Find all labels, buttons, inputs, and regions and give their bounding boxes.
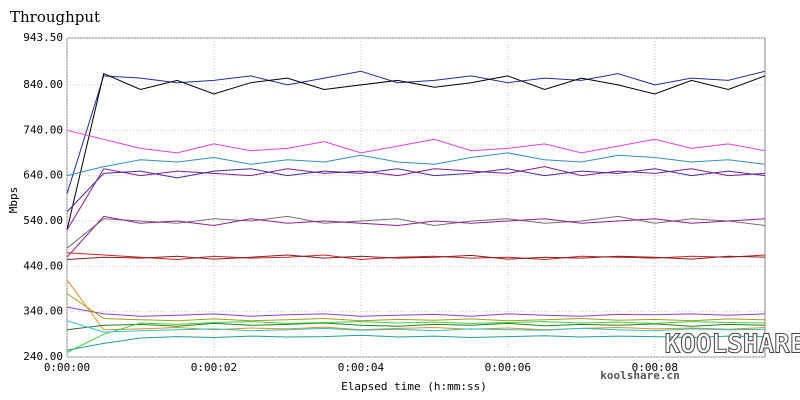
series-line xyxy=(66,321,766,353)
y-tick-label: 740.00 xyxy=(23,123,63,136)
series-line xyxy=(66,293,766,322)
series-line xyxy=(66,152,766,177)
x-tick-label: 0:00:00 xyxy=(44,361,90,374)
y-tick-label: 540.00 xyxy=(23,214,63,227)
series-line xyxy=(66,168,766,213)
y-tick-label: 440.00 xyxy=(23,259,63,272)
y-tick-label: 340.00 xyxy=(23,305,63,318)
chart-title: Throughput xyxy=(10,8,100,26)
series-line xyxy=(66,322,766,331)
x-tick-label: 0:00:08 xyxy=(632,361,678,374)
x-tick-label: 0:00:02 xyxy=(191,361,237,374)
x-axis-label: Elapsed time (h:mm:ss) xyxy=(341,380,487,393)
y-axis-label: Mbps xyxy=(7,187,20,214)
y-tick-label: 640.00 xyxy=(23,169,63,182)
series-line xyxy=(66,215,766,258)
series-line xyxy=(66,279,766,331)
series-line xyxy=(66,72,766,231)
series-line xyxy=(66,215,766,249)
series-line xyxy=(66,320,766,333)
series-line xyxy=(66,334,766,351)
series-line xyxy=(66,129,766,154)
series-line xyxy=(66,254,766,260)
watermark-logo: KOOLSHARE xyxy=(665,330,800,360)
x-tick-label: 0:00:06 xyxy=(485,361,531,374)
series-line xyxy=(66,252,766,261)
x-tick-label: 0:00:04 xyxy=(338,361,385,374)
y-tick-label: 943.50 xyxy=(23,31,63,44)
series-line xyxy=(66,306,766,317)
y-tick-label: 240.00 xyxy=(23,350,63,363)
watermark-url: koolshare.cn xyxy=(600,369,679,382)
y-tick-label: 840.00 xyxy=(23,78,63,91)
plot-area xyxy=(66,37,766,358)
